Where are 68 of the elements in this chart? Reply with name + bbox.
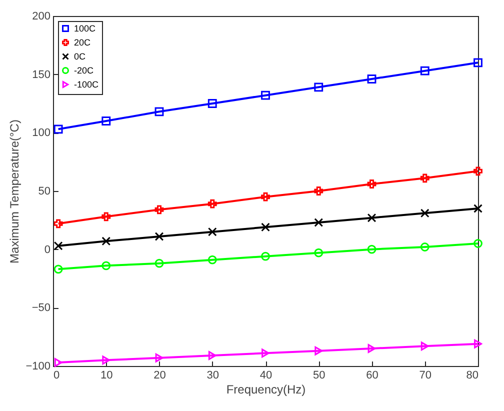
- point: [367, 74, 376, 84]
- y-tick-label: 200: [32, 10, 50, 22]
- point: [54, 264, 63, 274]
- x-tick-label: 80: [466, 370, 478, 382]
- point: [474, 239, 482, 248]
- point: [208, 351, 216, 360]
- point: [54, 358, 62, 367]
- x-tick-label: 20: [154, 370, 166, 382]
- point: [102, 261, 111, 270]
- point: [261, 90, 270, 100]
- point: [314, 346, 323, 356]
- point: [474, 204, 482, 213]
- x-tick-label: 40: [260, 370, 272, 382]
- x-tick-label: 70: [419, 370, 432, 382]
- point: [261, 192, 270, 202]
- legend-label: -20C: [74, 66, 94, 76]
- point: [420, 242, 430, 252]
- point: [262, 348, 270, 358]
- legend-label: 20C: [74, 38, 92, 48]
- point: [420, 66, 430, 76]
- y-tick-label: 0: [44, 244, 50, 256]
- point: [474, 166, 482, 176]
- point: [102, 212, 111, 222]
- point: [102, 236, 111, 246]
- point: [208, 199, 217, 208]
- y-tick-label: 50: [38, 186, 50, 198]
- y-tick-label: −100: [26, 360, 50, 372]
- point: [102, 116, 111, 126]
- point: [102, 356, 110, 365]
- point: [474, 58, 482, 68]
- legend-label: 100C: [74, 24, 96, 34]
- point: [314, 248, 324, 258]
- y-axis-title: Maximum Temperature(°C): [8, 120, 22, 264]
- point: [54, 219, 63, 228]
- point: [420, 342, 429, 351]
- point: [261, 222, 270, 232]
- legend-label: 0C: [74, 52, 86, 62]
- point: [154, 205, 164, 214]
- point: [154, 258, 164, 268]
- point: [54, 241, 63, 250]
- point: [367, 213, 376, 222]
- point: [314, 218, 324, 227]
- point: [368, 344, 376, 353]
- point: [367, 244, 376, 254]
- point: [420, 174, 430, 183]
- point: [261, 252, 270, 261]
- x-axis-title: Frequency(Hz): [226, 382, 306, 396]
- y-tick-label: −50: [32, 302, 50, 314]
- x-tick-label: 30: [206, 370, 219, 382]
- point: [54, 124, 63, 134]
- x-tick-label: 60: [366, 370, 378, 382]
- point: [420, 208, 430, 218]
- x-tick-label: 10: [100, 370, 113, 382]
- point: [208, 227, 217, 236]
- point: [155, 353, 164, 362]
- point: [208, 99, 217, 108]
- point: [314, 82, 324, 92]
- y-tick-label: 150: [32, 68, 50, 81]
- point: [314, 186, 324, 196]
- point: [367, 180, 376, 188]
- point: [154, 232, 164, 241]
- y-tick-label: 100: [32, 127, 50, 140]
- x-tick-label: 0: [54, 370, 60, 382]
- legend-label: -100C: [74, 80, 100, 90]
- point: [474, 339, 482, 348]
- point: [154, 107, 164, 116]
- x-tick-label: 50: [313, 370, 326, 382]
- point: [208, 255, 217, 264]
